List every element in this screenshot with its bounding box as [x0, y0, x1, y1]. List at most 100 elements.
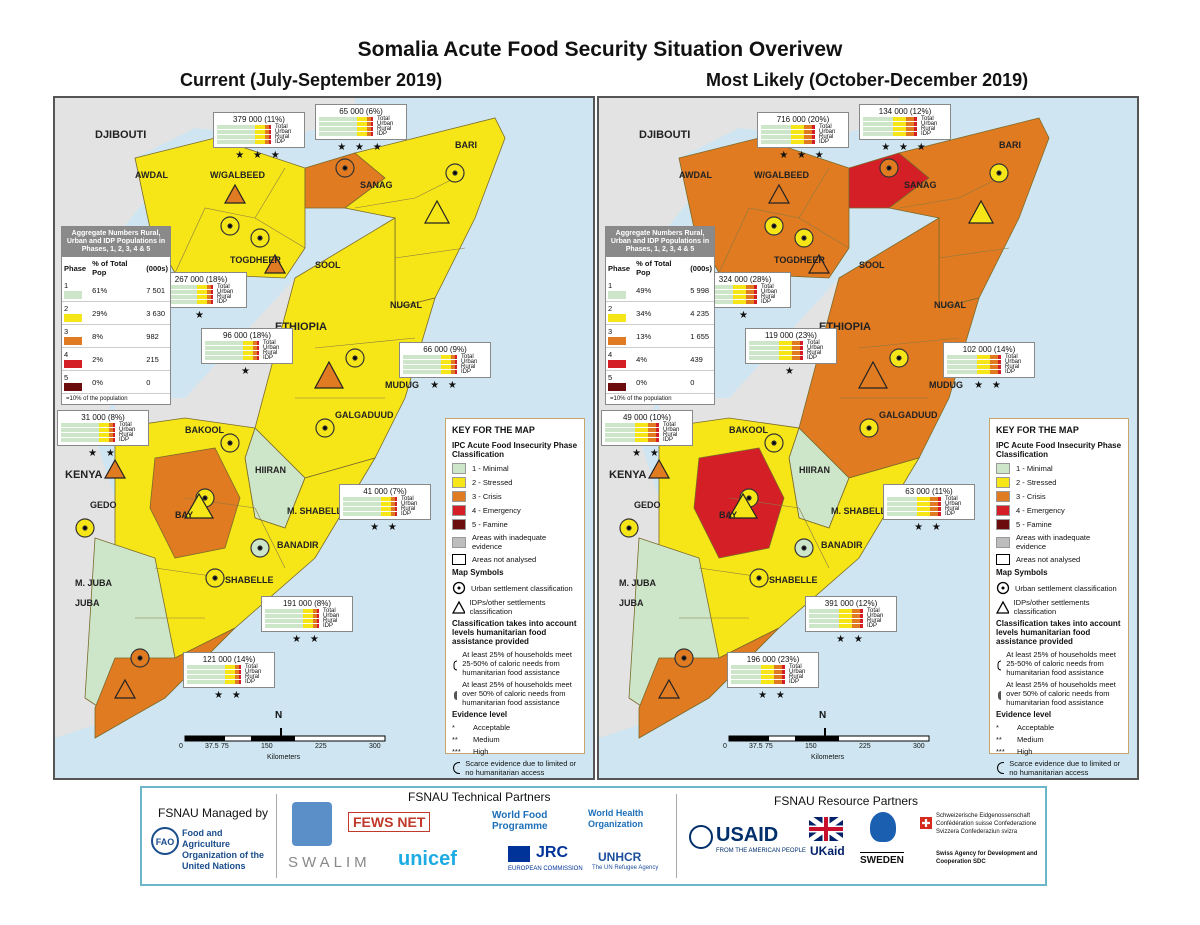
bar-column	[61, 423, 115, 442]
phase-swatch-row: Areas with inadequate evidence	[996, 533, 1122, 551]
bar-segment	[916, 502, 931, 506]
bar-segment	[356, 117, 367, 121]
urban-marker-dot	[996, 170, 1002, 176]
idp-marker	[103, 458, 127, 479]
evidence-label: High	[473, 747, 489, 756]
bar-segment	[859, 614, 863, 618]
place-label: KENYA	[609, 469, 647, 481]
bar-legend-item: IDP	[119, 437, 130, 443]
person-icon	[64, 291, 82, 300]
bar-segment	[319, 117, 357, 121]
phase-swatch	[996, 505, 1010, 516]
evidence-stars: ★ ★	[292, 634, 322, 645]
phase-swatch-row: 3 - Crisis	[452, 491, 578, 502]
evidence-mark: **	[996, 735, 1002, 744]
phase-percent: 8%	[90, 324, 145, 349]
evidence-label: Acceptable	[473, 723, 511, 732]
bar-segment	[366, 122, 371, 126]
bar-segment	[774, 675, 782, 679]
phase-number: 4	[606, 347, 635, 372]
idp-markers	[647, 183, 995, 699]
callout-value: 191 000 (8%)	[282, 599, 332, 608]
phase-bar	[947, 370, 1001, 374]
usaid-seal-icon	[688, 824, 714, 855]
evidence-stars: ★ ★	[974, 380, 1004, 391]
bar-legend: Total Urban Rural IDP	[401, 496, 417, 517]
bar-segment	[761, 130, 791, 134]
place-label: SHABELLE	[225, 575, 274, 585]
managed-by-heading: FSNAU Managed by	[158, 806, 269, 820]
bar-legend-item: IDP	[245, 679, 256, 685]
callout-value: 102 000 (14%)	[962, 345, 1016, 354]
key-title: KEY FOR THE MAP	[996, 425, 1079, 435]
bar-legend-item: Total	[245, 664, 258, 670]
bar-segment	[217, 125, 255, 129]
evidence-label: Medium	[1017, 735, 1044, 744]
callout-box: 196 000 (23%) Total Urban Rural IDP	[727, 652, 819, 688]
phase-swatch	[452, 491, 466, 502]
bar-segment	[196, 300, 207, 304]
callout-bars: Total Urban Rural IDP	[809, 608, 893, 629]
place-label: GALGADUUD	[335, 410, 394, 420]
phase-bar	[863, 132, 917, 136]
place-label: GEDO	[634, 500, 661, 510]
place-label: AWDAL	[679, 170, 712, 180]
phase-bar	[731, 675, 785, 679]
population-callout: 121 000 (14%) Total Urban Rural IDP ★ ★	[183, 652, 275, 701]
bar-column	[187, 665, 241, 684]
somalia-emblem-icon	[292, 802, 332, 846]
symbol-row: Urban settlement classification	[452, 581, 578, 595]
wfp-logo: World Food Programme	[492, 810, 548, 832]
phase-number-text: 4	[608, 350, 613, 360]
svg-text:FAO: FAO	[156, 837, 175, 847]
bar-segment	[242, 356, 253, 360]
phase-swatch	[452, 536, 466, 548]
phase-bar	[703, 300, 757, 304]
bar-segment	[947, 370, 977, 374]
symbol-row: At least 25% of households meet 25-50% o…	[452, 650, 578, 677]
bar-segment	[252, 346, 257, 350]
bar-segment	[605, 428, 635, 432]
urban-marker-dot	[801, 545, 807, 551]
bar-segment	[906, 122, 914, 126]
urban-marker-dot	[212, 575, 218, 581]
symbol-label: At least 25% of households meet 25-50% o…	[1006, 650, 1116, 677]
place-label: M. SHABELLE	[831, 506, 892, 516]
bar-legend-item: Urban	[461, 359, 478, 365]
evidence-stars: ★ ★	[88, 448, 118, 459]
bar-segment	[997, 355, 1001, 359]
bar-segment	[450, 365, 455, 369]
bar-segment	[312, 609, 317, 613]
bar-legend-item: Total	[401, 496, 414, 502]
divider	[276, 794, 277, 878]
bar-segment	[863, 122, 893, 126]
bar-legend: Total Urban Rural IDP	[119, 422, 135, 443]
population-callout: 96 000 (18%) Total Urban Rural IDP ★	[201, 328, 293, 377]
subtitle-projection: Most Likely (October-December 2019)	[706, 70, 1029, 90]
place-label: BARI	[455, 140, 477, 150]
bar-legend-item: Rural	[921, 126, 936, 132]
scale-tick: 300	[913, 743, 925, 750]
bar-segment	[217, 135, 255, 139]
bar-segment	[746, 295, 754, 299]
phase-swatch	[996, 491, 1010, 502]
idp-marker	[647, 458, 671, 479]
place-label: BAKOOL	[729, 425, 768, 435]
phase-bar	[809, 624, 863, 628]
phase-label: 4 - Emergency	[472, 506, 521, 515]
population-callout: 119 000 (23%) Total Urban Rural IDP ★	[745, 328, 837, 377]
callout-bars: Total Urban Rural IDP	[217, 124, 301, 145]
population-callout: 65 000 (6%) Total Urban Rural IDP ★ ★ ★	[315, 104, 407, 153]
callout-bars: Total Urban Rural IDP	[187, 664, 271, 685]
aggregate-row: 2 29% 3 630	[62, 301, 170, 326]
population-callout: 63 000 (11%) Total Urban Rural IDP ★ ★	[883, 484, 975, 533]
bar-segment	[746, 300, 754, 304]
bar-segment	[268, 140, 271, 144]
bar-segment	[450, 355, 455, 359]
phase-label: Areas not analysed	[472, 555, 537, 564]
phase-label: 3 - Crisis	[1016, 492, 1046, 501]
callout-value: 134 000 (12%)	[878, 107, 932, 116]
bar-legend-item: Total	[323, 608, 336, 614]
bar-segment	[887, 512, 917, 516]
bar-legend-item: Total	[663, 422, 676, 428]
